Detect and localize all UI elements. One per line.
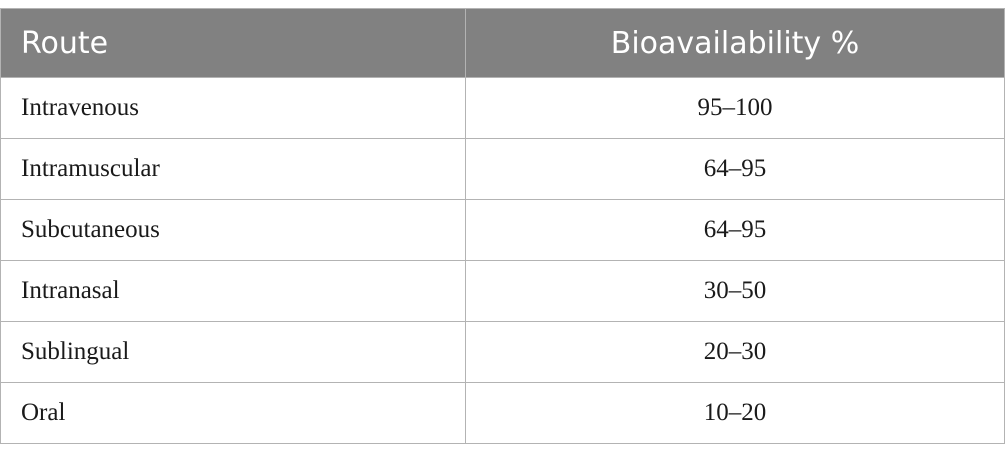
bioavailability-cell: 10–20 [465,382,1005,444]
bioavailability-cell: 95–100 [465,77,1005,139]
header-row: Route Bioavailability % [0,8,1005,78]
table-row: Intramuscular 64–95 [0,138,1005,200]
route-cell: Intranasal [0,260,466,322]
table-body: Intravenous 95–100 Intramuscular 64–95 S… [0,77,1005,444]
route-cell: Sublingual [0,321,466,383]
bioavailability-cell: 64–95 [465,199,1005,261]
route-cell: Intramuscular [0,138,466,200]
column-header-bioavailability: Bioavailability % [465,8,1005,78]
route-cell: Subcutaneous [0,199,466,261]
bioavailability-cell: 20–30 [465,321,1005,383]
table-row: Intravenous 95–100 [0,77,1005,139]
table-header: Route Bioavailability % [0,8,1005,78]
bioavailability-table-container: Route Bioavailability % Intravenous 95–1… [0,8,1005,444]
table-row: Intranasal 30–50 [0,260,1005,322]
column-header-route: Route [0,8,466,78]
bioavailability-cell: 30–50 [465,260,1005,322]
bioavailability-cell: 64–95 [465,138,1005,200]
route-cell: Oral [0,382,466,444]
table-row: Sublingual 20–30 [0,321,1005,383]
table-row: Oral 10–20 [0,382,1005,444]
bioavailability-table: Route Bioavailability % Intravenous 95–1… [0,8,1005,444]
route-cell: Intravenous [0,77,466,139]
table-row: Subcutaneous 64–95 [0,199,1005,261]
